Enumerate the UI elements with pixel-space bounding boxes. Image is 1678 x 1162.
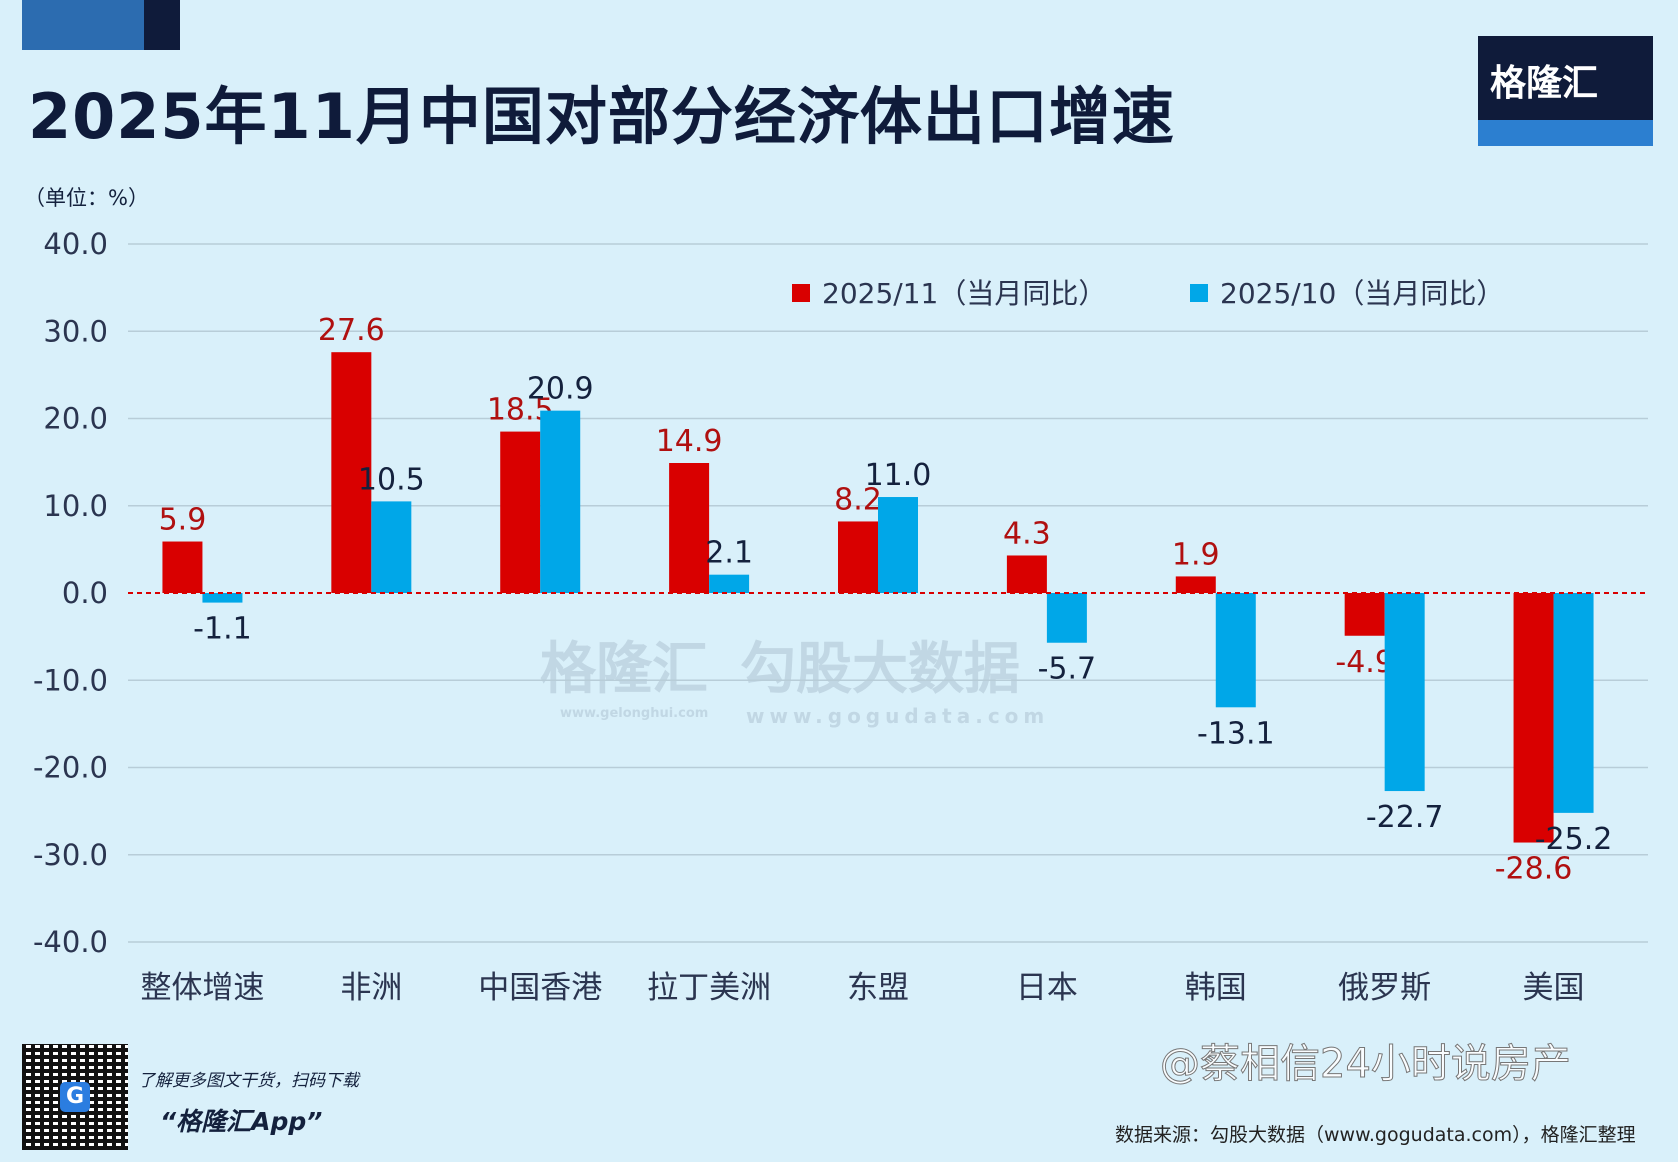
bar-oct (709, 574, 750, 593)
y-tick-label: -30.0 (33, 838, 108, 872)
x-tick-label: 俄罗斯 (1338, 970, 1431, 1006)
legend-label: 2025/11（当月同比） (822, 277, 1106, 310)
data-label: -28.6 (1495, 852, 1573, 887)
qr-code[interactable]: G (22, 1044, 128, 1150)
x-tick-label: 中国香港 (478, 970, 602, 1006)
bar-nov (1344, 593, 1385, 636)
bar-oct (878, 497, 918, 593)
legend-label: 2025/10（当月同比） (1220, 277, 1504, 310)
qr-logo-icon: G (60, 1082, 90, 1112)
promo-text: 了解更多图文干货，扫码下载 (138, 1071, 359, 1091)
bar-oct (1384, 593, 1425, 792)
bar-oct (1046, 593, 1087, 643)
watermark-data-url: www.gogudata.com (746, 704, 1050, 728)
watermark-data: 勾股大数据 (740, 637, 1020, 702)
y-tick-label: 40.0 (43, 227, 108, 261)
watermark-brand: 格隆汇 (540, 637, 708, 702)
data-label: 4.3 (1003, 516, 1051, 551)
top-accent-bar (22, 0, 144, 50)
x-tick-label: 整体增速 (140, 970, 264, 1006)
source-note: 数据来源：勾股大数据（www.gogudata.com），格隆汇整理 (1115, 1124, 1636, 1146)
x-tick-label: 东盟 (847, 970, 909, 1006)
legend-swatch (792, 284, 810, 302)
bar-nov (1006, 555, 1047, 593)
bar-oct (1553, 593, 1594, 813)
top-accent-bar-dark (144, 0, 180, 50)
bar-oct (202, 593, 243, 603)
data-label: -25.2 (1535, 822, 1613, 857)
data-label: 20.9 (527, 372, 594, 407)
data-label: -5.7 (1038, 652, 1097, 687)
logo-strip (1478, 120, 1653, 146)
unit-label: （单位：%） (24, 186, 149, 210)
y-tick-label: 10.0 (43, 489, 108, 523)
bar-oct (540, 410, 581, 593)
data-label: 10.5 (358, 462, 425, 497)
bar-nov (1513, 593, 1554, 843)
bar-nov (838, 521, 878, 593)
watermark-brand-url: www.gelonghui.com (560, 706, 709, 721)
app-name: “格隆汇App” (160, 1107, 323, 1136)
data-label: 27.6 (318, 313, 385, 348)
page-title: 2025年11月中国对部分经济体出口增速 (28, 80, 1175, 153)
bar-nov (1175, 576, 1216, 593)
legend-swatch (1190, 284, 1208, 302)
y-tick-label: -10.0 (33, 663, 108, 697)
data-label: -22.7 (1366, 800, 1444, 835)
logo-text: 格隆汇 (1490, 63, 1599, 104)
data-label: 8.2 (834, 482, 882, 517)
bar-nov (500, 431, 541, 593)
bar-nov (331, 352, 372, 593)
brand-logo: 格隆汇 (1478, 36, 1653, 146)
bar-oct (1215, 593, 1256, 708)
y-tick-label: 20.0 (43, 402, 108, 436)
data-label: 5.9 (159, 503, 207, 538)
bar-nov (669, 462, 710, 593)
y-tick-label: 30.0 (43, 314, 108, 348)
weibo-watermark: @蔡相信24小时说房产 (1160, 1041, 1572, 1088)
data-label: -13.1 (1197, 716, 1275, 751)
x-tick-label: 美国 (1523, 970, 1585, 1006)
x-tick-label: 韩国 (1185, 970, 1247, 1006)
y-tick-label: 0.0 (62, 576, 108, 610)
data-label: 2.1 (705, 536, 753, 571)
data-label: 11.0 (865, 458, 932, 493)
x-tick-label: 日本 (1016, 970, 1078, 1006)
data-label: -4.9 (1335, 645, 1394, 680)
y-tick-label: -20.0 (33, 751, 108, 785)
x-tick-label: 非洲 (340, 970, 402, 1006)
data-label: 1.9 (1172, 537, 1220, 572)
x-tick-label: 拉丁美洲 (647, 970, 771, 1006)
bar-oct (371, 501, 412, 593)
bar-nov (162, 541, 203, 593)
y-tick-label: -40.0 (33, 925, 108, 959)
data-label: -1.1 (193, 612, 252, 647)
data-label: 14.9 (656, 424, 723, 459)
